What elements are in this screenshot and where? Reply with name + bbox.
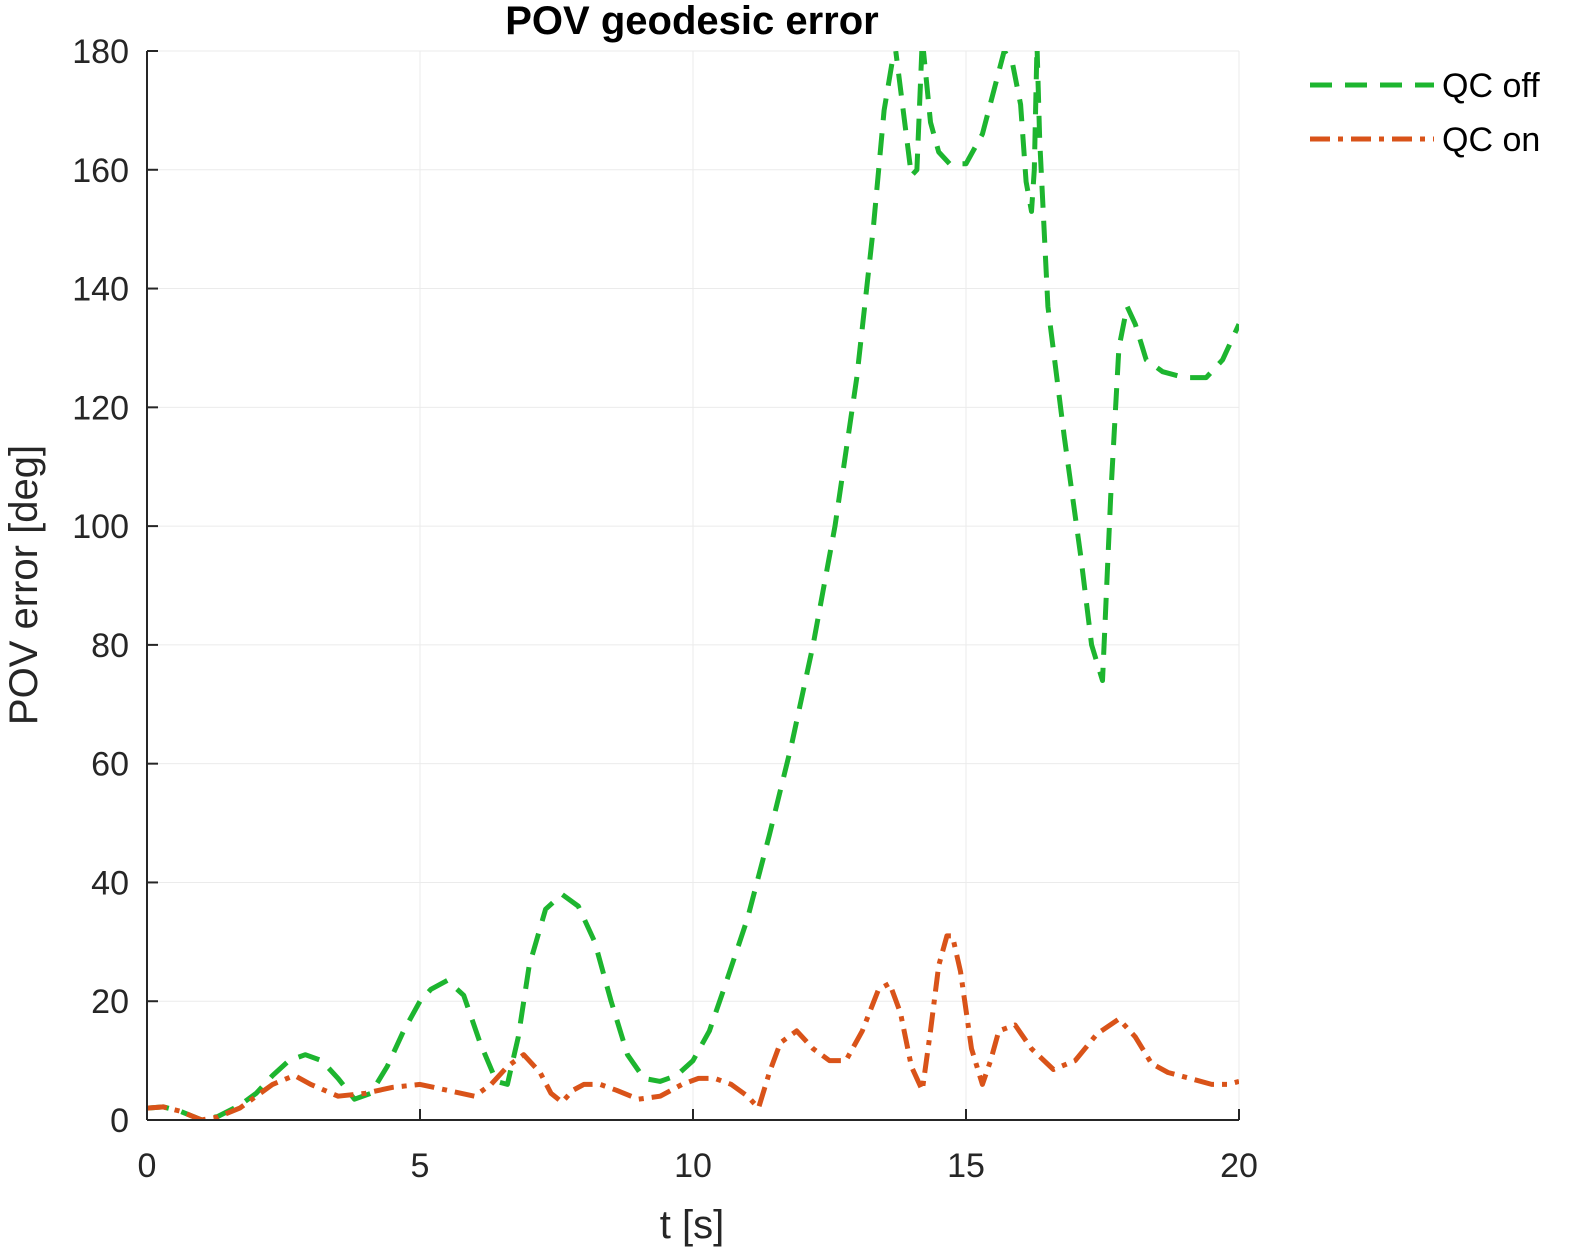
plot-lines <box>147 51 1239 1120</box>
y-tick-label: 20 <box>91 983 129 1021</box>
tick-labels: 0 5 10 15 20 0 20 40 60 80 100 120 140 160 180 <box>72 33 1258 1185</box>
x-tick-label: 10 <box>674 1147 712 1185</box>
y-tick-label: 140 <box>72 271 129 309</box>
y-tick-label: 80 <box>91 627 129 665</box>
legend-label-qc-on: QC on <box>1442 121 1540 159</box>
y-tick-label: 40 <box>91 864 129 902</box>
x-axis-label: t [s] <box>660 1203 724 1247</box>
chart-title: POV geodesic error <box>505 0 878 43</box>
series-line-qc-off <box>147 51 1239 1120</box>
series-line-qc-on <box>147 933 1239 1120</box>
y-tick-label: 0 <box>110 1102 129 1140</box>
x-tick-label: 5 <box>411 1147 430 1185</box>
x-tick-label: 0 <box>138 1147 157 1185</box>
x-tick-label: 20 <box>1220 1147 1258 1185</box>
legend[interactable]: QC off QC on <box>1310 67 1540 159</box>
y-axis-label: POV error [deg] <box>2 445 46 725</box>
y-tick-label: 120 <box>72 389 129 427</box>
x-tick-label: 15 <box>947 1147 985 1185</box>
y-tick-label: 160 <box>72 152 129 190</box>
y-tick-label: 60 <box>91 746 129 784</box>
y-tick-label: 180 <box>72 33 129 71</box>
legend-label-qc-off: QC off <box>1442 67 1540 105</box>
axes <box>146 50 1240 1121</box>
y-tick-label: 100 <box>72 508 129 546</box>
